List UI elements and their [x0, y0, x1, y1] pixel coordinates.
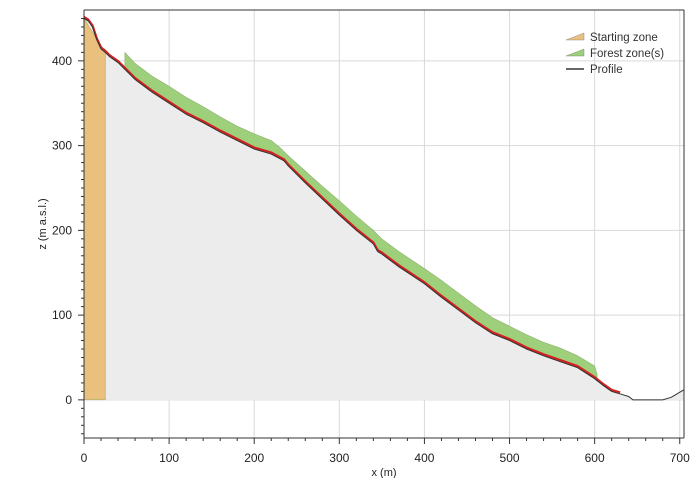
legend-label: Starting zone: [590, 32, 658, 44]
terrain-fill: [84, 18, 684, 400]
x-tick-label: 400: [414, 451, 434, 465]
y-axis-label: z (m a.s.l.): [37, 198, 49, 249]
x-tick-label: 300: [329, 451, 349, 465]
starting-zone-area: [83, 17, 106, 401]
x-tick-label: 600: [585, 451, 605, 465]
legend-label: Forest zone(s): [590, 48, 664, 60]
profile-lines: [83, 16, 685, 401]
profile-line: [83, 18, 685, 401]
x-tick-label: 200: [244, 451, 264, 465]
x-tick-label: 700: [670, 451, 690, 465]
tick-labels: 0 100 200 300 400 0 100 200 300 400 500 600 700 z (m …: [37, 54, 690, 478]
y-tick-label: 200: [52, 223, 72, 237]
x-axis-label: x (m): [371, 467, 396, 478]
trajectory-line: [83, 16, 621, 394]
x-tick-label: 100: [159, 451, 179, 465]
legend-swatch: [565, 48, 585, 57]
y-tick-label: 300: [52, 139, 72, 153]
terrain-area: [84, 18, 684, 400]
axes: [78, 9, 685, 444]
legend: Starting zone Forest zone(s) Profile: [565, 32, 664, 76]
x-tick-label: 500: [500, 451, 520, 465]
y-tick-label: 0: [65, 393, 72, 407]
y-tick-label: 400: [52, 54, 72, 68]
legend-swatch: [565, 32, 585, 41]
legend-label: Profile: [590, 64, 623, 76]
y-tick-label: 100: [52, 308, 72, 322]
x-tick-label: 0: [81, 451, 88, 465]
